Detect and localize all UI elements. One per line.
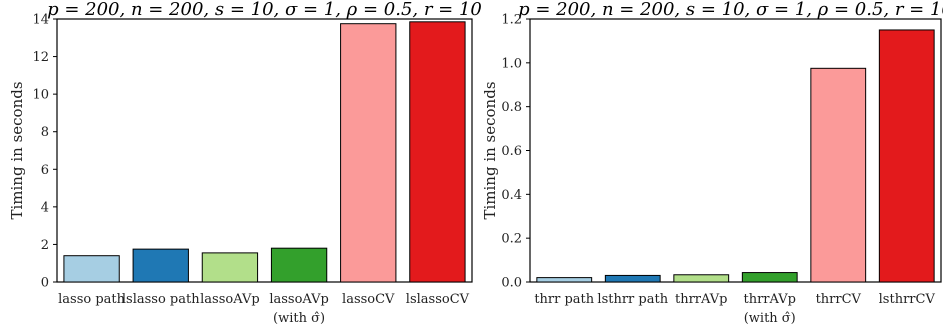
chart-1-y-tick-label: 14 <box>32 13 49 28</box>
chart-2-category-label: lsthrrCV <box>879 292 936 307</box>
chart-1-category-label: lasso path <box>58 292 126 307</box>
chart-1-y-axis-label: Timing in seconds <box>8 81 26 219</box>
chart-1-y-tick-label: 2 <box>41 238 49 253</box>
chart-2-category-sublabel: (with σ̂) <box>744 311 796 326</box>
chart-1-category-label: lslassoCV <box>406 292 470 307</box>
chart-2-y-tick-label: 0.2 <box>501 232 522 247</box>
chart-2-category-label: thrrCV <box>816 292 862 307</box>
chart-1-y-tick-label: 6 <box>41 163 49 178</box>
chart-1-bar-2 <box>132 248 189 283</box>
chart-1-bar-5 <box>340 23 397 283</box>
chart-2-bar-6 <box>878 29 935 283</box>
chart-1-y-tick-label: 10 <box>32 88 49 103</box>
chart-2-title: p = 200, n = 200, s = 10, σ = 1, ρ = 0.5… <box>518 0 943 20</box>
chart-1-plot-frame <box>56 18 473 283</box>
chart-2-y-tick-label: 0.8 <box>501 100 522 115</box>
chart-2-category-label: lsthrr path <box>597 292 668 307</box>
chart-2-y-axis-label: Timing in seconds <box>481 81 499 219</box>
chart-2-y-tick-label: 1.0 <box>501 56 522 71</box>
chart-1-category-sublabel: (with σ̂) <box>273 311 325 326</box>
chart-1-y-tick-label: 8 <box>41 125 49 140</box>
chart-1-bar-6 <box>409 21 466 283</box>
chart-2-y-tick-label: 0.6 <box>501 144 522 159</box>
chart-2-bar-4 <box>741 272 798 283</box>
chart-1-y-tick-label: 0 <box>41 276 49 291</box>
chart-2-category-label: thrr path <box>534 292 594 307</box>
chart-2-bar-3 <box>673 274 730 283</box>
chart-2-y-tick-label: 0.4 <box>501 188 522 203</box>
chart-1-y-tick-label: 4 <box>41 200 49 215</box>
chart-1-title: p = 200, n = 200, s = 10, σ = 1, ρ = 0.5… <box>47 0 482 20</box>
chart-1-bar-3 <box>201 252 259 283</box>
chart-2-y-tick-label: 0.0 <box>501 276 522 291</box>
chart-2-bar-5 <box>810 67 867 283</box>
chart-2-bar-2 <box>604 274 661 283</box>
chart-2-bar-1 <box>536 277 593 283</box>
chart-2-category-label: thrrAVp <box>744 292 796 307</box>
chart-1-category-label: lassoAVp <box>200 292 260 307</box>
chart-2-category-label: thrrAVp <box>675 292 727 307</box>
chart-1-bar-1 <box>63 255 120 283</box>
chart-1-category-label: lassoAVp <box>269 292 329 307</box>
chart-2-y-tick-label: 1.2 <box>501 13 522 28</box>
chart-1-y-tick-label: 12 <box>32 50 49 65</box>
chart-1-category-label: lslasso path <box>122 292 200 307</box>
chart-1-bar-4 <box>270 247 328 283</box>
chart-1-category-label: lassoCV <box>342 292 395 307</box>
